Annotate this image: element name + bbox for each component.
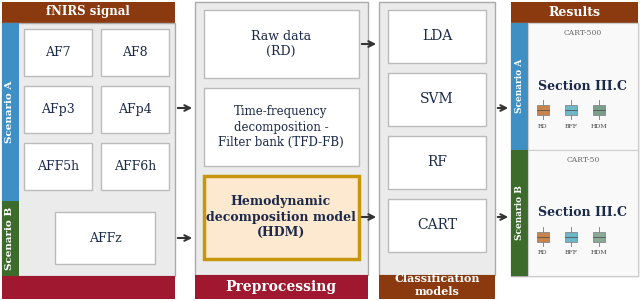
FancyBboxPatch shape: [2, 201, 19, 276]
Text: AFF5h: AFF5h: [37, 160, 79, 172]
FancyBboxPatch shape: [593, 232, 605, 242]
Text: AF8: AF8: [122, 45, 148, 58]
Text: fNIRS signal: fNIRS signal: [46, 5, 130, 18]
FancyBboxPatch shape: [388, 136, 486, 189]
FancyBboxPatch shape: [528, 23, 638, 150]
Text: AFFz: AFFz: [88, 231, 122, 244]
FancyBboxPatch shape: [101, 86, 169, 133]
Text: CART-500: CART-500: [564, 29, 602, 37]
Text: AFF6h: AFF6h: [114, 160, 156, 172]
FancyBboxPatch shape: [24, 86, 92, 133]
FancyBboxPatch shape: [511, 2, 638, 23]
Text: SVM: SVM: [420, 92, 454, 106]
FancyBboxPatch shape: [565, 105, 577, 115]
Text: Preprocessing: Preprocessing: [225, 280, 337, 294]
FancyBboxPatch shape: [388, 199, 486, 252]
Text: Scenario B: Scenario B: [515, 185, 524, 240]
Text: Results: Results: [548, 5, 600, 18]
Text: RD: RD: [538, 123, 548, 129]
Text: LDA: LDA: [422, 29, 452, 43]
Text: AFp3: AFp3: [41, 103, 75, 116]
FancyBboxPatch shape: [511, 23, 638, 276]
FancyBboxPatch shape: [195, 275, 368, 299]
FancyBboxPatch shape: [101, 29, 169, 76]
Text: Classification
models: Classification models: [394, 273, 480, 297]
FancyBboxPatch shape: [379, 275, 495, 299]
FancyBboxPatch shape: [55, 212, 155, 264]
Text: Scenario A: Scenario A: [515, 59, 524, 113]
FancyBboxPatch shape: [537, 105, 549, 115]
FancyBboxPatch shape: [204, 10, 359, 78]
FancyBboxPatch shape: [511, 23, 528, 150]
FancyBboxPatch shape: [537, 232, 549, 242]
FancyBboxPatch shape: [388, 73, 486, 126]
Text: Time-frequency
decomposition -
Filter bank (TFD-FB): Time-frequency decomposition - Filter ba…: [218, 105, 344, 148]
Text: HDM: HDM: [591, 123, 607, 129]
Text: RD: RD: [538, 250, 548, 256]
Text: Section III.C: Section III.C: [538, 79, 627, 92]
FancyBboxPatch shape: [511, 150, 528, 276]
FancyBboxPatch shape: [2, 23, 175, 276]
FancyBboxPatch shape: [528, 150, 638, 276]
Text: BFF: BFF: [564, 250, 577, 256]
Text: Scenario B: Scenario B: [6, 206, 15, 270]
FancyBboxPatch shape: [2, 276, 175, 299]
FancyBboxPatch shape: [24, 143, 92, 190]
FancyBboxPatch shape: [379, 2, 495, 275]
FancyBboxPatch shape: [388, 10, 486, 63]
FancyBboxPatch shape: [2, 2, 175, 23]
FancyBboxPatch shape: [101, 143, 169, 190]
FancyBboxPatch shape: [2, 23, 19, 201]
Text: Hemodynamic
decomposition model
(HDM): Hemodynamic decomposition model (HDM): [206, 196, 356, 238]
Text: AFp4: AFp4: [118, 103, 152, 116]
FancyBboxPatch shape: [204, 176, 359, 259]
Text: CART: CART: [417, 218, 457, 232]
Text: RF: RF: [427, 155, 447, 169]
Text: AF7: AF7: [45, 45, 71, 58]
FancyBboxPatch shape: [565, 232, 577, 242]
Text: Scenario A: Scenario A: [6, 81, 15, 143]
Text: HDM: HDM: [591, 250, 607, 256]
FancyBboxPatch shape: [204, 88, 359, 166]
Text: CART-50: CART-50: [566, 156, 600, 164]
Text: Raw data
(RD): Raw data (RD): [251, 30, 311, 58]
FancyBboxPatch shape: [195, 2, 368, 275]
Text: BFF: BFF: [564, 123, 577, 129]
FancyBboxPatch shape: [593, 105, 605, 115]
Text: Section III.C: Section III.C: [538, 206, 627, 219]
FancyBboxPatch shape: [24, 29, 92, 76]
